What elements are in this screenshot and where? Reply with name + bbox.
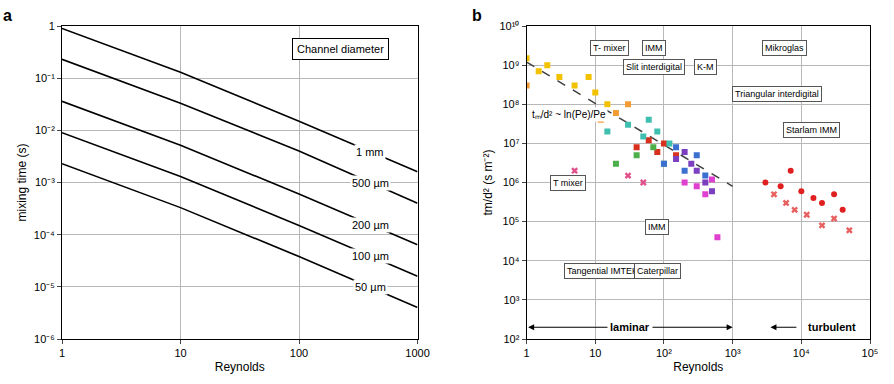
svg-text:1: 1 [59,347,65,359]
svg-text:10³: 10³ [725,347,741,359]
svg-text:Channel diameter: Channel diameter [297,43,384,55]
svg-text:Starlam IMM: Starlam IMM [786,125,837,135]
svg-text:10⁹: 10⁹ [502,59,519,71]
svg-text:10⁷: 10⁷ [503,137,519,149]
svg-text:10³: 10³ [503,294,519,306]
svg-text:10⁸: 10⁸ [503,98,520,110]
svg-text:Reynolds: Reynolds [673,360,723,374]
svg-text:200 µm: 200 µm [352,219,389,231]
svg-text:a: a [3,7,12,24]
svg-text:50 µm: 50 µm [355,281,386,293]
svg-text:10: 10 [589,347,601,359]
svg-text:turbulent: turbulent [808,321,856,333]
svg-text:IMM: IMM [645,43,663,53]
svg-text:10⁻⁴: 10⁻⁴ [34,229,55,241]
svg-text:1 mm: 1 mm [356,146,384,158]
svg-text:tₘ/d² ~ ln(Pe)/Pe: tₘ/d² ~ ln(Pe)/Pe [532,109,606,120]
svg-text:Mikroglas: Mikroglas [765,43,804,53]
svg-text:mixing time (s): mixing time (s) [15,143,29,221]
svg-text:10⁵: 10⁵ [503,215,520,227]
svg-text:Triangular interdigital: Triangular interdigital [735,89,819,99]
svg-text:10⁻³: 10⁻³ [35,176,55,188]
svg-text:Reynolds: Reynolds [215,360,265,374]
svg-text:1000: 1000 [405,347,429,359]
svg-text:Tangential IMTEK: Tangential IMTEK [567,266,638,276]
svg-text:10⁴: 10⁴ [502,255,519,267]
svg-text:Slit interdigital: Slit interdigital [626,62,682,72]
svg-text:10⁻¹: 10⁻¹ [35,72,55,84]
svg-text:K-M: K-M [697,62,714,72]
svg-text:500 µm: 500 µm [352,177,389,189]
svg-text:1: 1 [524,347,530,359]
svg-text:b: b [472,7,482,24]
svg-text:10⁻⁶: 10⁻⁶ [34,333,55,345]
svg-text:10: 10 [174,347,186,359]
svg-text:tm/d² (s m⁻²): tm/d² (s m⁻²) [481,150,495,216]
svg-text:10⁴: 10⁴ [793,347,810,359]
svg-text:1: 1 [49,20,55,32]
svg-text:10⁶: 10⁶ [503,176,520,188]
svg-text:IMM: IMM [648,222,666,232]
svg-text:Caterpillar: Caterpillar [637,266,678,276]
svg-text:10⁻⁵: 10⁻⁵ [34,281,55,293]
svg-text:10⁻²: 10⁻² [35,124,55,136]
svg-text:10¹⁰: 10¹⁰ [499,20,519,32]
svg-text:10⁵: 10⁵ [862,347,879,359]
svg-text:100 µm: 100 µm [352,250,389,262]
svg-text:10²: 10² [656,347,672,359]
svg-text:10²: 10² [503,333,519,345]
svg-text:T- mixer: T- mixer [593,43,626,53]
svg-text:100: 100 [290,347,308,359]
svg-text:laminar: laminar [610,321,650,333]
svg-text:T mixer: T mixer [553,178,583,188]
